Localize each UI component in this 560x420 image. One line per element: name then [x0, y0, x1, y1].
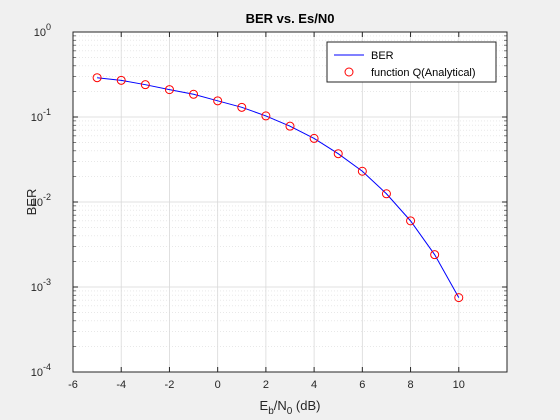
data-point-analytical: [92, 73, 102, 83]
y-tick-label-exponent: -2: [43, 192, 51, 202]
x-tick-label: 6: [359, 379, 365, 391]
x-axis-label: Eb/N0 (dB): [260, 398, 321, 417]
x-tick-label: 10: [453, 379, 465, 391]
y-tick-label-exponent: -1: [43, 107, 51, 117]
y-tick-label: 10-2: [31, 192, 51, 209]
x-tick-label: 8: [407, 379, 413, 391]
y-tick-label: 10-1: [31, 107, 51, 124]
y-tick-label: 10-4: [31, 362, 51, 379]
data-point-analytical: [140, 80, 150, 90]
y-tick-label-exponent: 0: [46, 22, 51, 32]
data-point-analytical: [333, 149, 343, 159]
data-point-analytical: [430, 250, 440, 260]
legend: BER function Q(Analytical): [326, 41, 497, 83]
y-tick-label-base: 10: [31, 197, 43, 209]
x-tick-label: -6: [68, 379, 78, 391]
data-point-analytical: [164, 85, 174, 95]
x-axis-label-sub-b: b: [268, 406, 274, 417]
series-layer: [92, 73, 464, 303]
legend-entry-analytical: function Q(Analytical): [371, 67, 476, 79]
x-tick-label: 0: [215, 379, 221, 391]
y-tick-label-base: 10: [31, 112, 43, 124]
x-axis-label-e: E: [260, 398, 269, 413]
data-point-analytical: [309, 133, 319, 143]
data-point-analytical: [406, 216, 416, 226]
data-point-analytical: [381, 189, 391, 199]
y-tick-label-base: 10: [34, 27, 46, 39]
x-tick-labels: -6 -4 -2 0 2 4 6 8 10: [68, 379, 465, 391]
x-axis-label-sub-0: 0: [287, 406, 293, 417]
y-tick-label-exponent: -4: [43, 362, 51, 372]
data-point-analytical: [237, 102, 247, 112]
data-point-analytical: [189, 89, 199, 99]
legend-box: [326, 41, 497, 83]
y-axis-label: BER: [24, 189, 39, 216]
legend-circle-marker: [344, 67, 354, 77]
series-line-ber: [97, 77, 460, 298]
y-tick-label: 10-3: [31, 277, 51, 294]
tick-marks: [72, 31, 508, 373]
data-point-analytical: [285, 121, 295, 131]
chart-title: BER vs. Es/N0: [246, 11, 335, 26]
x-axis-label-slash-n: /N: [274, 398, 287, 413]
y-tick-label: 100: [34, 22, 51, 39]
data-point-analytical: [357, 166, 367, 176]
data-point-analytical: [454, 293, 464, 303]
x-tick-label: -4: [116, 379, 126, 391]
data-point-analytical: [213, 96, 223, 106]
x-tick-label: -2: [165, 379, 175, 391]
legend-entry-ber: BER: [371, 50, 394, 62]
data-point-analytical: [261, 111, 271, 121]
y-tick-label-base: 10: [31, 282, 43, 294]
x-axis-label-units: (dB): [292, 398, 320, 413]
x-tick-label: 4: [311, 379, 317, 391]
y-tick-label-base: 10: [31, 367, 43, 379]
minor-grid: [73, 35, 507, 347]
data-point-analytical: [116, 75, 126, 85]
x-tick-label: 2: [263, 379, 269, 391]
y-tick-label-exponent: -3: [43, 277, 51, 287]
